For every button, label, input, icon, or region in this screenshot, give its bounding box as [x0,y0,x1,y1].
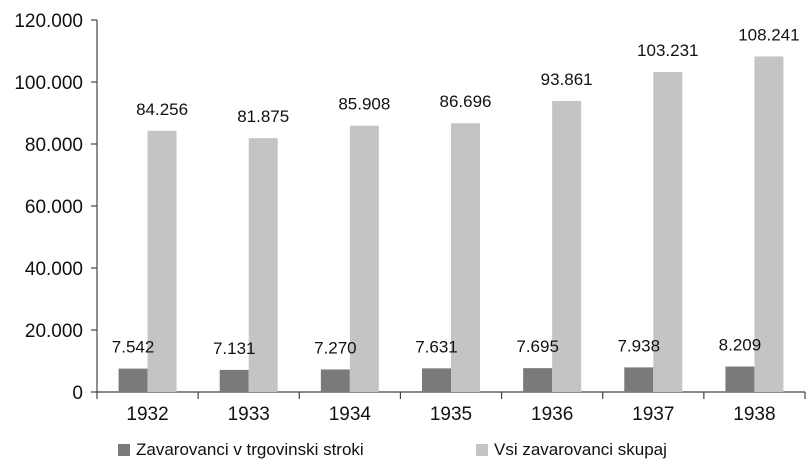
legend-label-trgovinski: Zavarovanci v trgovinski stroki [136,440,364,459]
data-label-skupaj-1932: 84.256 [136,100,188,119]
bar-trgovinski-1932 [118,368,148,392]
y-tick-label: 80.000 [25,135,83,156]
bar-trgovinski-1934 [320,369,350,392]
y-tick-label: 60.000 [25,197,83,218]
x-tick-label: 1933 [228,404,270,425]
x-tick-label: 1938 [733,404,775,425]
y-tick-label: 120.000 [14,11,83,32]
legend: Zavarovanci v trgovinski stroki Vsi zavar… [118,440,667,459]
y-tick-label: 0 [72,383,83,404]
legend-label-skupaj: Vsi zavarovanci skupaj [494,440,667,459]
data-label-trgovinski-1933: 7.131 [213,339,256,358]
bar-trgovinski-1938 [725,366,755,392]
data-label-trgovinski-1935: 7.631 [415,337,458,356]
data-label-skupaj-1933: 81.875 [237,107,289,126]
x-tick-label: 1936 [531,404,573,425]
bar-trgovinski-1933 [219,369,249,392]
bar-trgovinski-1935 [422,368,451,392]
bar-skupaj-1935 [451,123,480,392]
data-label-skupaj-1934: 85.908 [338,95,390,114]
bar-skupaj-1932 [147,130,177,392]
data-label-trgovinski-1936: 7.695 [516,337,559,356]
x-tick-label: 1932 [126,404,168,425]
bars [118,56,784,393]
x-tick-label: 1937 [632,404,674,425]
legend-swatch-skupaj [476,444,488,456]
bar-skupaj-1938 [754,56,784,392]
bar-trgovinski-1937 [624,367,654,392]
bar-skupaj-1936 [552,101,582,393]
legend-swatch-trgovinski [118,444,130,456]
data-label-skupaj-1936: 93.861 [541,70,593,89]
data-label-skupaj-1935: 86.696 [440,92,492,111]
bar-skupaj-1934 [349,125,379,392]
axes: 0 20.000 40.000 60.000 80.000 100.000 120.000 1… [14,11,806,425]
data-label-skupaj-1937: 103.231 [637,41,698,60]
data-labels: 7.542 84.256 7.131 81.875 7.270 85.908 7.631 86… [112,25,800,357]
bar-trgovinski-1936 [523,368,553,392]
data-label-skupaj-1938: 108.241 [738,25,799,44]
x-tick-label: 1934 [329,404,372,425]
y-tick-label: 100.000 [14,73,83,94]
y-tick-label: 40.000 [25,259,83,280]
bar-skupaj-1933 [248,138,278,392]
data-label-trgovinski-1937: 7.938 [618,336,661,355]
bar-skupaj-1937 [653,71,683,393]
data-label-trgovinski-1938: 8.209 [719,336,762,355]
y-tick-label: 20.000 [25,321,83,342]
data-label-trgovinski-1932: 7.542 [112,338,155,357]
data-label-trgovinski-1934: 7.270 [314,338,357,357]
x-tick-label: 1935 [430,404,472,425]
